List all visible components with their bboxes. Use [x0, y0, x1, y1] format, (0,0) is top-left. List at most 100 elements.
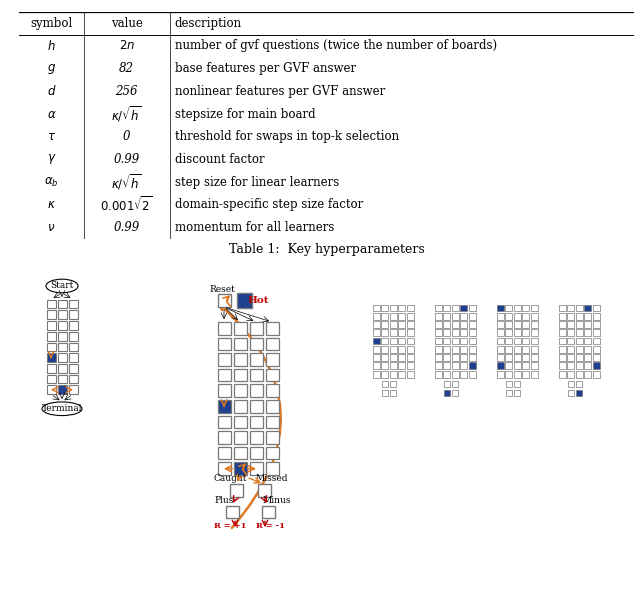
Bar — [593, 362, 600, 369]
Bar — [250, 369, 262, 382]
Bar — [381, 390, 387, 396]
Bar — [58, 310, 67, 319]
Bar — [372, 337, 380, 345]
Ellipse shape — [46, 279, 78, 293]
Bar — [513, 329, 520, 336]
Bar — [513, 321, 520, 328]
Bar — [398, 329, 405, 336]
Bar — [468, 371, 476, 378]
Bar — [47, 385, 56, 394]
Bar — [559, 354, 566, 361]
Bar — [406, 337, 413, 345]
Bar — [218, 431, 230, 444]
Bar — [505, 354, 512, 361]
Bar — [266, 447, 278, 460]
Bar — [372, 346, 380, 353]
Bar — [398, 321, 405, 328]
Bar — [584, 362, 591, 369]
Bar — [390, 371, 397, 378]
Bar — [381, 329, 388, 336]
Bar — [584, 304, 591, 312]
Text: $0.001\sqrt{2}$: $0.001\sqrt{2}$ — [100, 195, 153, 214]
Bar — [250, 353, 262, 366]
Bar — [593, 337, 600, 345]
Bar — [559, 362, 566, 369]
Bar — [460, 313, 467, 320]
Bar — [497, 337, 504, 345]
Bar — [398, 313, 405, 320]
Bar — [497, 313, 504, 320]
Bar — [406, 313, 413, 320]
Bar — [522, 354, 529, 361]
Text: step size for linear learners: step size for linear learners — [175, 176, 339, 189]
Bar — [58, 353, 67, 362]
Bar — [468, 321, 476, 328]
Bar — [575, 354, 582, 361]
Bar — [406, 362, 413, 369]
Bar — [68, 321, 77, 330]
Bar — [234, 431, 246, 444]
Text: 0.99: 0.99 — [113, 153, 140, 166]
Bar — [390, 390, 396, 396]
Bar — [47, 353, 56, 362]
Bar — [381, 337, 388, 345]
Bar — [451, 337, 458, 345]
Bar — [58, 364, 67, 373]
Bar — [250, 322, 262, 335]
Bar — [497, 329, 504, 336]
Bar — [406, 346, 413, 353]
Bar — [531, 346, 538, 353]
Bar — [58, 343, 67, 351]
Text: Caught: Caught — [213, 474, 247, 483]
Bar — [593, 313, 600, 320]
Text: $h$: $h$ — [47, 39, 56, 53]
Bar — [451, 313, 458, 320]
Bar — [68, 343, 77, 351]
Bar — [513, 354, 520, 361]
Bar — [398, 337, 405, 345]
Bar — [513, 304, 520, 312]
Bar — [381, 346, 388, 353]
Bar — [451, 304, 458, 312]
Bar — [497, 346, 504, 353]
Bar — [505, 321, 512, 328]
Bar — [559, 371, 566, 378]
Text: number of gvf questions (twice the number of boards): number of gvf questions (twice the numbe… — [175, 40, 497, 53]
Bar — [468, 337, 476, 345]
Bar — [567, 354, 574, 361]
Bar — [225, 506, 239, 519]
Bar — [266, 369, 278, 382]
Bar — [522, 337, 529, 345]
Bar — [559, 304, 566, 312]
Bar — [266, 463, 278, 475]
Bar — [218, 322, 230, 335]
Bar — [497, 321, 504, 328]
Bar — [514, 382, 520, 387]
Bar — [531, 321, 538, 328]
Bar — [406, 321, 413, 328]
Bar — [559, 337, 566, 345]
Text: $\tau$: $\tau$ — [47, 130, 56, 143]
Bar — [390, 313, 397, 320]
Bar — [372, 321, 380, 328]
Bar — [381, 304, 388, 312]
Bar — [497, 371, 504, 378]
Bar — [398, 371, 405, 378]
Bar — [451, 329, 458, 336]
Bar — [234, 447, 246, 460]
Bar — [218, 353, 230, 366]
Bar — [250, 463, 262, 475]
Bar — [568, 382, 573, 387]
Bar — [584, 313, 591, 320]
Bar — [575, 304, 582, 312]
Bar — [531, 362, 538, 369]
Bar — [460, 321, 467, 328]
Bar — [584, 354, 591, 361]
Bar — [506, 382, 511, 387]
Bar — [443, 304, 450, 312]
Bar — [266, 400, 278, 412]
Bar — [381, 321, 388, 328]
Bar — [497, 362, 504, 369]
Bar — [460, 362, 467, 369]
Bar — [522, 313, 529, 320]
